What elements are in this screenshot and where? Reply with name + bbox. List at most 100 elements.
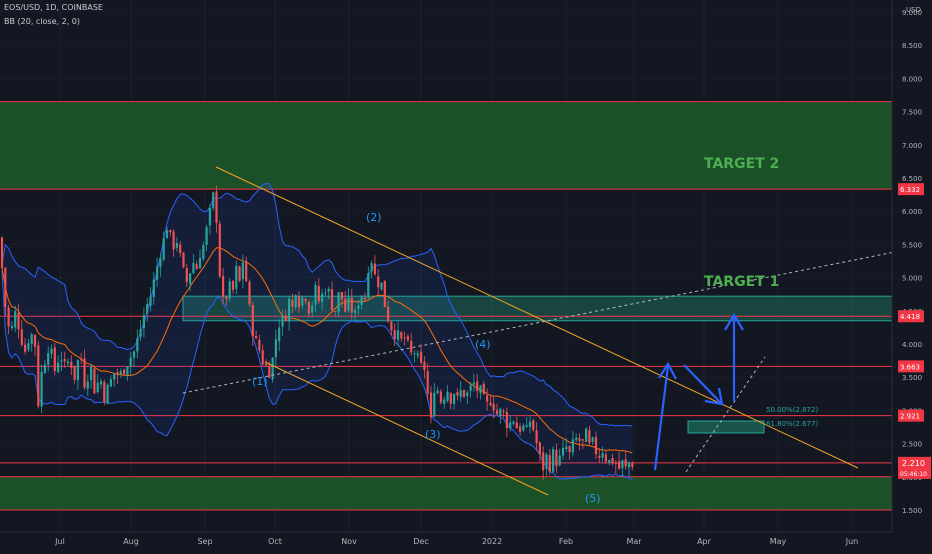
candle-body	[429, 392, 433, 418]
candle-body	[330, 289, 334, 311]
candle-body	[545, 454, 548, 469]
candle-body	[159, 258, 162, 267]
candle-body	[165, 230, 169, 239]
candle-body	[410, 341, 413, 353]
candle-body	[10, 326, 13, 329]
candle-body	[14, 311, 17, 328]
current-price-tag-bg	[898, 456, 931, 479]
candle-body	[509, 422, 512, 429]
y-tick-label: 9.000	[902, 9, 922, 17]
candle-body	[472, 382, 475, 385]
candle-body	[433, 392, 436, 417]
candle-body	[116, 372, 119, 375]
candle-body	[274, 339, 277, 358]
candle-body	[525, 425, 528, 428]
wave-label-3: (3)	[425, 428, 441, 441]
candle-body	[162, 238, 165, 260]
candle-body	[456, 392, 459, 396]
bb-fill	[2, 183, 633, 480]
candle-body	[264, 363, 268, 366]
x-tick-label: Feb	[559, 537, 573, 546]
x-tick-label: Oct	[268, 537, 282, 546]
arrow-head-down	[704, 387, 724, 406]
candle-body	[90, 366, 93, 381]
candle-body	[423, 361, 426, 371]
candle-body	[235, 265, 238, 289]
countdown-label: 05:46:10	[900, 471, 927, 478]
candle-body	[156, 266, 159, 280]
candle-body	[119, 371, 122, 375]
level-tag-label: 3.663	[900, 363, 920, 371]
candle-body	[561, 447, 565, 456]
x-tick-label: Dec	[413, 537, 428, 546]
candle-body	[215, 191, 218, 223]
candle-body	[278, 327, 281, 342]
candle-body	[301, 297, 304, 306]
fib-618-label: 61.80%(2.677)	[766, 420, 818, 428]
candle-body	[63, 359, 66, 362]
candle-body	[20, 329, 23, 345]
candle-body	[522, 425, 525, 431]
candle-body	[403, 337, 406, 339]
candle-body	[231, 281, 235, 290]
y-tick-label: 6.000	[902, 208, 922, 216]
fib-50-label: 50.00%(2.872)	[766, 406, 818, 414]
wave-label-1: (1)	[252, 375, 268, 388]
candle-body	[317, 285, 320, 302]
candle-body	[552, 449, 555, 472]
candle-body	[515, 422, 518, 429]
candle-body	[588, 430, 591, 443]
candle-body	[548, 455, 551, 473]
current-price-label: 2.210	[902, 459, 925, 468]
y-tick-label: 1.500	[902, 507, 922, 515]
candle-body	[571, 439, 574, 453]
x-tick-label: Mar	[626, 537, 642, 546]
candle-body	[486, 395, 489, 402]
candle-body	[334, 311, 337, 313]
candle-body	[297, 296, 301, 308]
candle-body	[0, 237, 4, 268]
candle-body	[37, 345, 40, 407]
candle-body	[532, 420, 535, 430]
y-tick-label: 2.500	[902, 441, 922, 449]
candle-body	[205, 227, 208, 245]
candle-body	[413, 353, 416, 355]
candle-body	[591, 437, 594, 442]
candle-body	[357, 305, 360, 309]
candle-body	[129, 357, 132, 368]
indicator-legend[interactable]: BB (20, close, 2, 0)	[4, 17, 80, 26]
candle-body	[146, 304, 149, 314]
candle-body	[179, 244, 182, 253]
candle-body	[60, 360, 63, 362]
candle-body	[373, 263, 376, 275]
candle-body	[614, 462, 617, 464]
candle-body	[476, 381, 479, 392]
candle-body	[76, 360, 79, 381]
level-lines	[0, 101, 892, 511]
candle-body	[479, 385, 482, 394]
candle-body	[575, 437, 578, 441]
candle-body	[225, 296, 228, 300]
candle-body	[202, 244, 205, 259]
candle-body	[528, 421, 532, 427]
candle-body	[400, 332, 403, 339]
y-tick-label: 7.500	[902, 109, 922, 117]
candle-body	[354, 310, 357, 313]
symbol-title[interactable]: EOS/USD, 1D, COINBASE	[4, 3, 103, 12]
candle-body	[73, 365, 76, 380]
candle-body	[466, 392, 469, 397]
candle-body	[538, 442, 541, 455]
arrow-up-1	[653, 365, 670, 471]
bb-basis-line	[1, 247, 633, 454]
candle-body	[57, 362, 60, 372]
candle-body	[175, 243, 178, 248]
wave-label-2: (2)	[366, 211, 382, 224]
y-tick-label: 5.500	[902, 241, 922, 249]
channel	[215, 166, 859, 496]
candle-body	[416, 353, 419, 356]
candle-body	[241, 262, 244, 280]
candle-body	[195, 264, 198, 270]
